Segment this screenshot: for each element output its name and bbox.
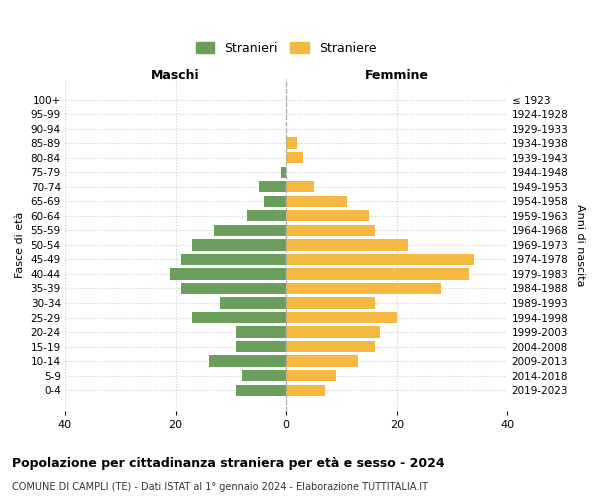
Bar [242, 370, 286, 382]
Bar [286, 384, 325, 396]
Bar [247, 210, 286, 222]
Bar [281, 166, 286, 178]
Text: COMUNE DI CAMPLI (TE) - Dati ISTAT al 1° gennaio 2024 - Elaborazione TUTTITALIA.: COMUNE DI CAMPLI (TE) - Dati ISTAT al 1°… [12, 482, 428, 492]
Bar [286, 341, 374, 352]
Bar [286, 370, 336, 382]
Bar [264, 196, 286, 207]
Bar [214, 224, 286, 236]
Bar [286, 298, 374, 308]
Bar [286, 224, 374, 236]
Bar [181, 254, 286, 265]
Bar [181, 283, 286, 294]
Bar [236, 326, 286, 338]
Bar [286, 210, 369, 222]
Bar [220, 298, 286, 308]
Legend: Stranieri, Straniere: Stranieri, Straniere [196, 42, 377, 55]
Bar [286, 196, 347, 207]
Bar [286, 326, 380, 338]
Bar [286, 239, 408, 250]
Bar [259, 181, 286, 192]
Bar [192, 312, 286, 323]
Text: Maschi: Maschi [151, 69, 200, 82]
Bar [286, 356, 358, 367]
Bar [286, 152, 303, 164]
Bar [286, 268, 469, 280]
Bar [286, 254, 474, 265]
Bar [286, 312, 397, 323]
Bar [286, 181, 314, 192]
Bar [236, 341, 286, 352]
Text: Popolazione per cittadinanza straniera per età e sesso - 2024: Popolazione per cittadinanza straniera p… [12, 458, 445, 470]
Bar [170, 268, 286, 280]
Text: Femmine: Femmine [365, 69, 429, 82]
Y-axis label: Anni di nascita: Anni di nascita [575, 204, 585, 286]
Y-axis label: Fasce di età: Fasce di età [15, 212, 25, 278]
Bar [192, 239, 286, 250]
Bar [236, 384, 286, 396]
Bar [286, 138, 297, 149]
Bar [286, 283, 441, 294]
Bar [209, 356, 286, 367]
